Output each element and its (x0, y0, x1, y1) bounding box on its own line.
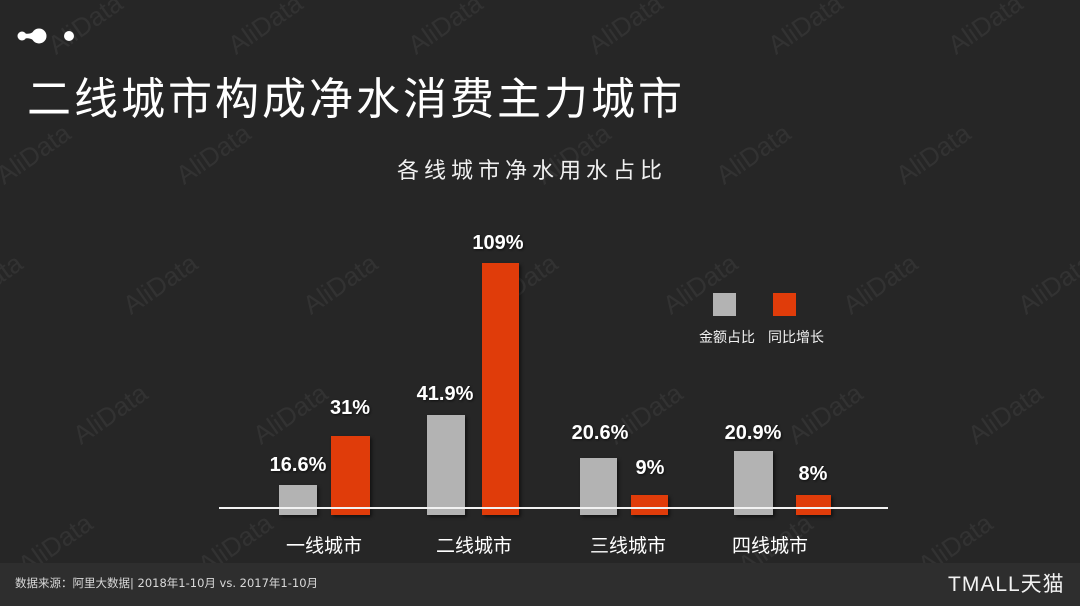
chart-title: 各线城市净水用水占比 (397, 159, 668, 184)
category-label: 一线城市 (285, 535, 362, 557)
category-label: 三线城市 (589, 535, 666, 557)
bar-yoy-growth-tier1 (331, 436, 370, 515)
x-axis-baseline (219, 507, 888, 509)
category-label: 四线城市 (731, 535, 808, 557)
value-label: 16.6% (269, 454, 327, 476)
bar-amount-share-tier3 (580, 458, 617, 515)
value-label: 8% (798, 463, 828, 485)
category-label: 二线城市 (435, 535, 512, 557)
page-title: 二线城市构成净水消费主力城市 (27, 74, 685, 125)
legend-swatch-amount-share (713, 293, 736, 316)
bar-yoy-growth-tier2 (482, 263, 519, 515)
value-label: 31% (329, 397, 371, 419)
legend-swatch-yoy-growth (773, 293, 796, 316)
value-label: 41.9% (416, 383, 474, 405)
bar-chart: 各线城市净水用水占比 16.6% 31% 41.9% 109% 20.6% 9%… (219, 159, 888, 557)
bar-yoy-growth-tier3 (631, 495, 668, 515)
three-dots-logo-icon (17, 28, 74, 44)
bar-amount-share-tier1 (279, 485, 317, 515)
bar-yoy-growth-tier4 (796, 495, 831, 515)
legend-label-amount-share: 金额占比 (699, 330, 755, 346)
bar-amount-share-tier2 (427, 415, 465, 515)
value-label: 20.6% (571, 422, 629, 444)
value-label: 20.9% (724, 422, 782, 444)
data-source-note: 数据来源：阿里大数据| 2018年1-10月 vs. 2017年1-10月 (15, 576, 319, 590)
value-label: 109% (472, 232, 524, 254)
footer-band (0, 563, 1080, 606)
legend-label-yoy-growth: 同比增长 (768, 330, 824, 346)
bar-amount-share-tier4 (734, 451, 773, 515)
value-label: 9% (635, 457, 665, 479)
tmall-brand-logo: TMALL天猫 (948, 573, 1065, 596)
